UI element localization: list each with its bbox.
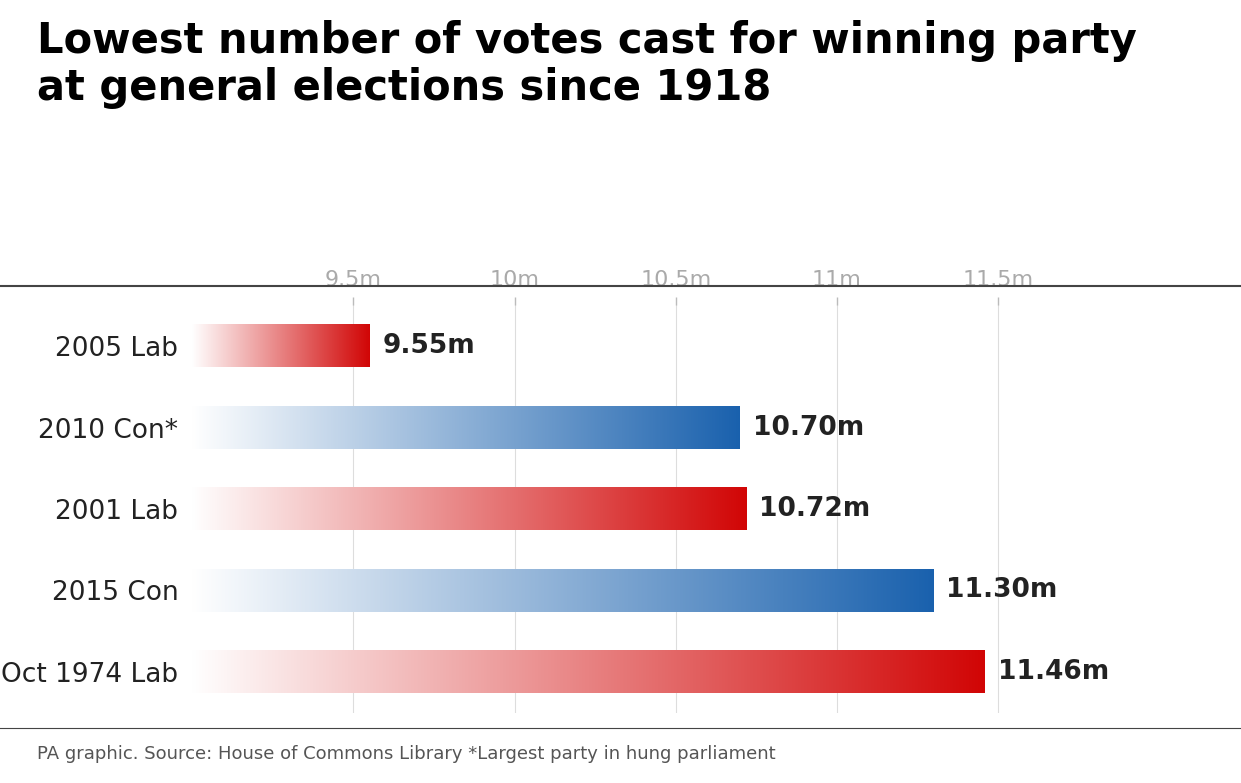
Text: 9.55m: 9.55m: [382, 333, 475, 359]
Text: 11.30m: 11.30m: [947, 577, 1057, 604]
Text: 10.72m: 10.72m: [759, 496, 871, 522]
Text: 10.70m: 10.70m: [753, 414, 864, 441]
Text: Lowest number of votes cast for winning party
at general elections since 1918: Lowest number of votes cast for winning …: [37, 20, 1137, 109]
Text: PA graphic. Source: House of Commons Library *Largest party in hung parliament: PA graphic. Source: House of Commons Lib…: [37, 745, 776, 763]
Text: 11.46m: 11.46m: [998, 659, 1109, 685]
